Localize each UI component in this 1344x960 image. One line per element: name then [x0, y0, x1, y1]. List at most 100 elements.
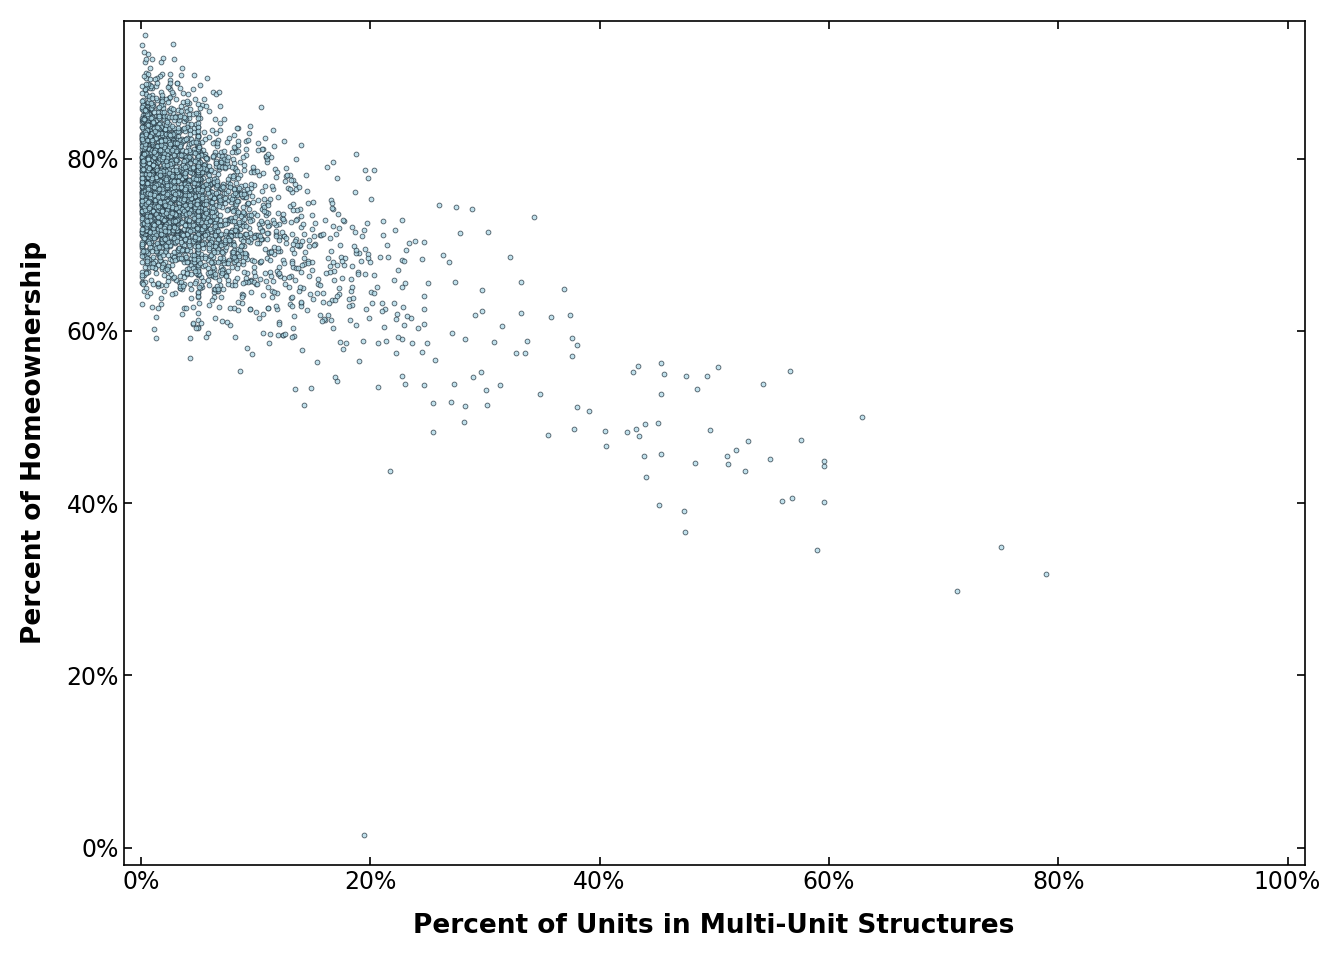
Point — [215, 268, 237, 283]
Point — [177, 177, 199, 192]
Point — [259, 326, 281, 342]
Point — [161, 166, 183, 181]
Point — [175, 111, 196, 127]
Point — [134, 163, 156, 179]
Point — [313, 311, 335, 326]
Point — [191, 223, 212, 238]
Point — [286, 203, 308, 218]
Point — [145, 240, 167, 255]
Point — [163, 232, 184, 248]
Point — [155, 227, 176, 242]
Point — [191, 236, 212, 252]
Point — [144, 141, 165, 156]
Point — [187, 243, 208, 258]
Point — [173, 175, 195, 190]
Point — [208, 84, 230, 100]
Point — [214, 243, 235, 258]
Point — [239, 213, 261, 228]
Point — [160, 174, 181, 189]
Point — [142, 155, 164, 170]
Point — [142, 206, 164, 222]
Point — [136, 71, 157, 86]
Point — [167, 109, 188, 125]
Point — [133, 267, 155, 282]
Point — [133, 144, 155, 159]
Point — [138, 161, 160, 177]
Point — [132, 198, 153, 213]
Point — [180, 201, 202, 216]
Point — [163, 184, 184, 200]
Point — [141, 161, 163, 177]
Point — [137, 184, 159, 200]
Point — [137, 177, 159, 192]
Point — [149, 173, 171, 188]
Point — [132, 101, 153, 116]
Point — [175, 249, 196, 264]
Point — [159, 127, 180, 142]
Point — [358, 246, 379, 261]
Point — [132, 112, 153, 128]
Point — [386, 346, 407, 361]
Point — [132, 153, 153, 168]
Point — [231, 290, 253, 305]
Point — [132, 180, 153, 195]
Point — [223, 254, 245, 270]
Point — [359, 254, 380, 270]
Point — [156, 91, 177, 107]
Point — [172, 157, 194, 173]
Point — [134, 192, 156, 207]
Point — [328, 206, 349, 222]
Point — [194, 221, 215, 236]
Point — [159, 139, 180, 155]
Point — [246, 276, 267, 292]
Point — [187, 284, 208, 300]
Point — [220, 224, 242, 239]
Point — [133, 178, 155, 193]
Point — [152, 87, 173, 103]
Point — [156, 178, 177, 193]
Point — [175, 248, 196, 263]
Point — [185, 151, 207, 166]
Point — [152, 105, 173, 120]
Point — [187, 132, 208, 147]
Point — [235, 227, 257, 242]
Point — [344, 238, 366, 253]
Point — [567, 398, 589, 414]
Point — [151, 162, 172, 178]
Point — [134, 208, 156, 224]
Point — [183, 178, 204, 193]
Point — [378, 250, 399, 265]
Point — [156, 156, 177, 171]
Point — [153, 283, 175, 299]
Point — [148, 180, 169, 195]
Point — [231, 286, 253, 301]
Point — [177, 139, 199, 155]
Point — [203, 175, 224, 190]
Point — [226, 224, 247, 239]
Point — [137, 136, 159, 152]
Point — [153, 179, 175, 194]
Point — [142, 216, 164, 231]
Point — [132, 132, 153, 148]
Point — [530, 387, 551, 402]
Point — [411, 252, 433, 267]
Point — [183, 82, 204, 97]
Point — [161, 205, 183, 221]
Point — [137, 185, 159, 201]
Point — [200, 200, 222, 215]
Point — [237, 228, 258, 244]
Point — [187, 191, 208, 206]
Point — [156, 190, 177, 205]
Point — [269, 316, 290, 331]
Point — [190, 280, 211, 296]
Point — [163, 213, 184, 228]
Point — [146, 276, 168, 291]
Point — [152, 107, 173, 122]
Point — [136, 133, 157, 149]
Point — [234, 245, 255, 260]
Point — [152, 101, 173, 116]
Point — [250, 230, 271, 246]
Point — [208, 300, 230, 315]
Point — [149, 130, 171, 145]
Point — [187, 232, 208, 248]
